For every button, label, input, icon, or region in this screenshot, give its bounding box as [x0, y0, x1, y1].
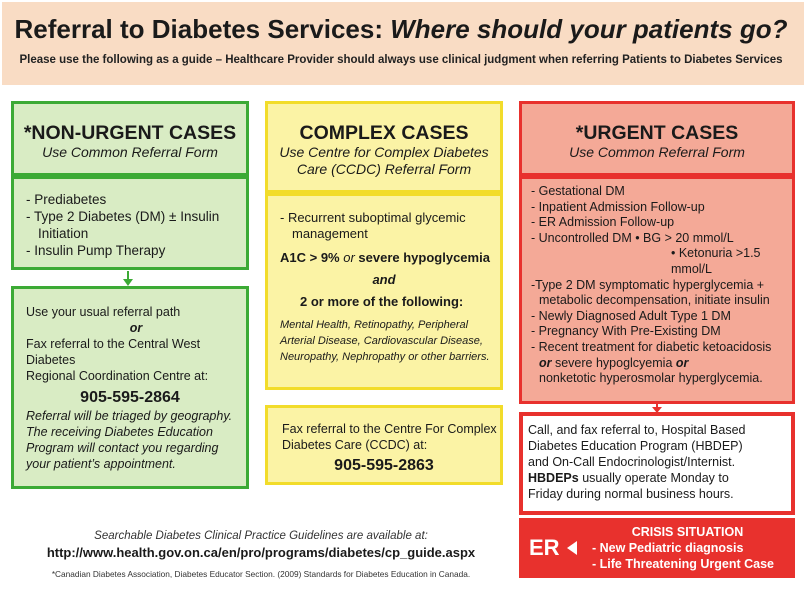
severe-hypo-text: severe hypoglcyemia — [551, 355, 676, 370]
crisis-title: CRISIS SITUATION — [631, 525, 744, 539]
crisis-item: - Life Threatening Urgent Case — [592, 557, 774, 571]
urgent-referral-box: Call, and fax referral to, Hospital Base… — [521, 414, 793, 513]
page-subtitle: Please use the following as a guide – He… — [19, 54, 783, 66]
complex-header-box: COMPLEX CASES Use Centre for Complex Dia… — [265, 101, 503, 193]
a1c-bold: A1C > 9% — [280, 250, 344, 265]
triage-note: Referral will be triaged by geography. — [26, 409, 233, 423]
conditions-list: Mental Health, Retinopathy, Peripheral A… — [280, 317, 500, 365]
non-urgent-title: *NON-URGENT CASES — [23, 122, 237, 144]
guidelines-text: Searchable Diabetes Clinical Practice Gu… — [94, 530, 428, 542]
referral-text: Diabetes Education Program (HBDEP) — [528, 439, 743, 453]
crisis-box: CRISIS SITUATION - New Pediatric diagnos… — [580, 518, 795, 578]
and-text: and — [372, 272, 396, 287]
non-urgent-referral-box: Use your usual referral path or Fax refe… — [11, 286, 249, 489]
list-item: metabolic decompensation, initiate insul… — [539, 293, 770, 308]
referral-text: and On-Call Endocrinologist/Internist. — [528, 455, 736, 469]
list-item: Initiation — [38, 226, 89, 241]
or-text: or — [343, 250, 355, 265]
complex-title: COMPLEX CASES — [299, 122, 469, 144]
non-urgent-criteria-box: - Prediabetes - Type 2 Diabetes (DM) ± I… — [11, 176, 249, 270]
condition-line: Mental Health, Retinopathy, Peripheral — [280, 319, 469, 331]
phone-number: 905-595-2863 — [334, 457, 434, 474]
list-item: - Recent treatment for diabetic ketoacid… — [531, 339, 772, 354]
arrow-down-icon — [652, 407, 662, 413]
er-box: ER — [519, 518, 580, 578]
urgent-subtitle: Use Common Referral Form — [569, 144, 745, 160]
list-item: or severe hypoglcyemia or — [531, 356, 792, 372]
hypo-bold: severe hypoglycemia — [354, 250, 490, 265]
arrow-down-icon — [123, 279, 133, 286]
list-item: - Newly Diagnosed Adult Type 1 DM — [531, 308, 731, 323]
list-item: - Recurrent suboptimal glycemic — [280, 210, 466, 225]
page-title: Referral to Diabetes Services: Where sho… — [0, 14, 802, 45]
urgent-header-box: *URGENT CASES Use Common Referral Form — [519, 101, 795, 176]
phone-number: 905-595-2864 — [80, 389, 180, 406]
fax-text: Diabetes Care (CCDC) at: — [282, 438, 428, 452]
crisis-item: - New Pediatric diagnosis — [592, 541, 744, 555]
list-item: - Gestational DM — [531, 184, 625, 198]
title-main: Referral to Diabetes Services: — [14, 14, 391, 44]
guidelines-link[interactable]: http://www.health.gov.on.ca/en/pro/progr… — [46, 545, 476, 560]
referral-text-rest: usually operate Monday to — [578, 471, 729, 485]
or-text: or — [675, 355, 689, 370]
triage-note: The receiving Diabetes Education — [26, 425, 213, 439]
list-item: management — [292, 226, 368, 241]
fax-text: Fax referral to the Central West Diabete… — [26, 337, 201, 367]
list-item: - ER Admission Follow-up — [531, 215, 675, 230]
complex-subtitle: Care (CCDC) Referral Form — [296, 161, 472, 177]
condition-line: Arterial Disease, Cardiovascular Disease… — [280, 335, 483, 347]
non-urgent-header-box: *NON-URGENT CASES Use Common Referral Fo… — [11, 101, 249, 176]
referral-path-text: Use your usual referral path — [26, 305, 181, 319]
or-text: or — [539, 355, 552, 370]
title-italic: Where should your patients go? — [390, 14, 788, 44]
complex-referral-box: Fax referral to the Centre For Complex D… — [265, 405, 503, 485]
header-banner — [2, 2, 804, 85]
or-text: or — [129, 321, 143, 335]
complex-criteria-box: - Recurrent suboptimal glycemic manageme… — [265, 193, 503, 390]
non-urgent-subtitle: Use Common Referral Form — [42, 144, 218, 160]
more-criteria: 2 or more of the following: — [300, 294, 464, 309]
condition-line: Neuropathy, Nephropathy or other barrier… — [280, 351, 490, 363]
list-item: - Prediabetes — [26, 192, 107, 207]
referral-text: Call, and fax referral to, Hospital Base… — [528, 423, 746, 437]
fax-text: Regional Coordination Centre at: — [26, 369, 209, 383]
referral-text: Friday during normal business hours. — [528, 487, 734, 501]
urgent-title: *URGENT CASES — [575, 122, 739, 144]
urgent-criteria-box: - Gestational DM - Inpatient Admission F… — [519, 176, 795, 404]
complex-subtitle: Use Centre for Complex Diabetes — [279, 144, 489, 160]
list-item: - Pregnancy With Pre-Existing DM — [531, 324, 721, 339]
list-item: nonketotic hyperosmolar hyperglycemia. — [539, 371, 763, 386]
arrow-line — [127, 271, 129, 280]
hbdeps-bold: HBDEPs — [528, 471, 579, 485]
citation-text: *Canadian Diabetes Association, Diabetes… — [51, 569, 471, 579]
list-item: - Inpatient Admission Follow-up — [531, 199, 705, 214]
triage-note: Program will contact you regarding — [26, 441, 219, 455]
er-label: ER — [529, 535, 560, 560]
list-item: - Type 2 Diabetes (DM) ± Insulin — [26, 209, 220, 224]
list-item: • Ketonuria >1.5 mmol/L — [671, 246, 761, 276]
triage-note: your patient’s appointment. — [26, 457, 176, 471]
a1c-criteria: A1C > 9% or severe hypoglycemia — [280, 250, 500, 266]
referral-text: HBDEPs usually operate Monday to — [528, 470, 791, 486]
list-item: - Insulin Pump Therapy — [26, 243, 166, 258]
list-item: -Type 2 DM symptomatic hyperglycemia + — [531, 277, 765, 292]
arrow-left-icon — [567, 541, 577, 555]
list-item: - Uncontrolled DM • BG > 20 mmol/L — [531, 230, 734, 245]
fax-text: Fax referral to the Centre For Complex — [282, 422, 497, 436]
arrow-line — [656, 404, 658, 408]
